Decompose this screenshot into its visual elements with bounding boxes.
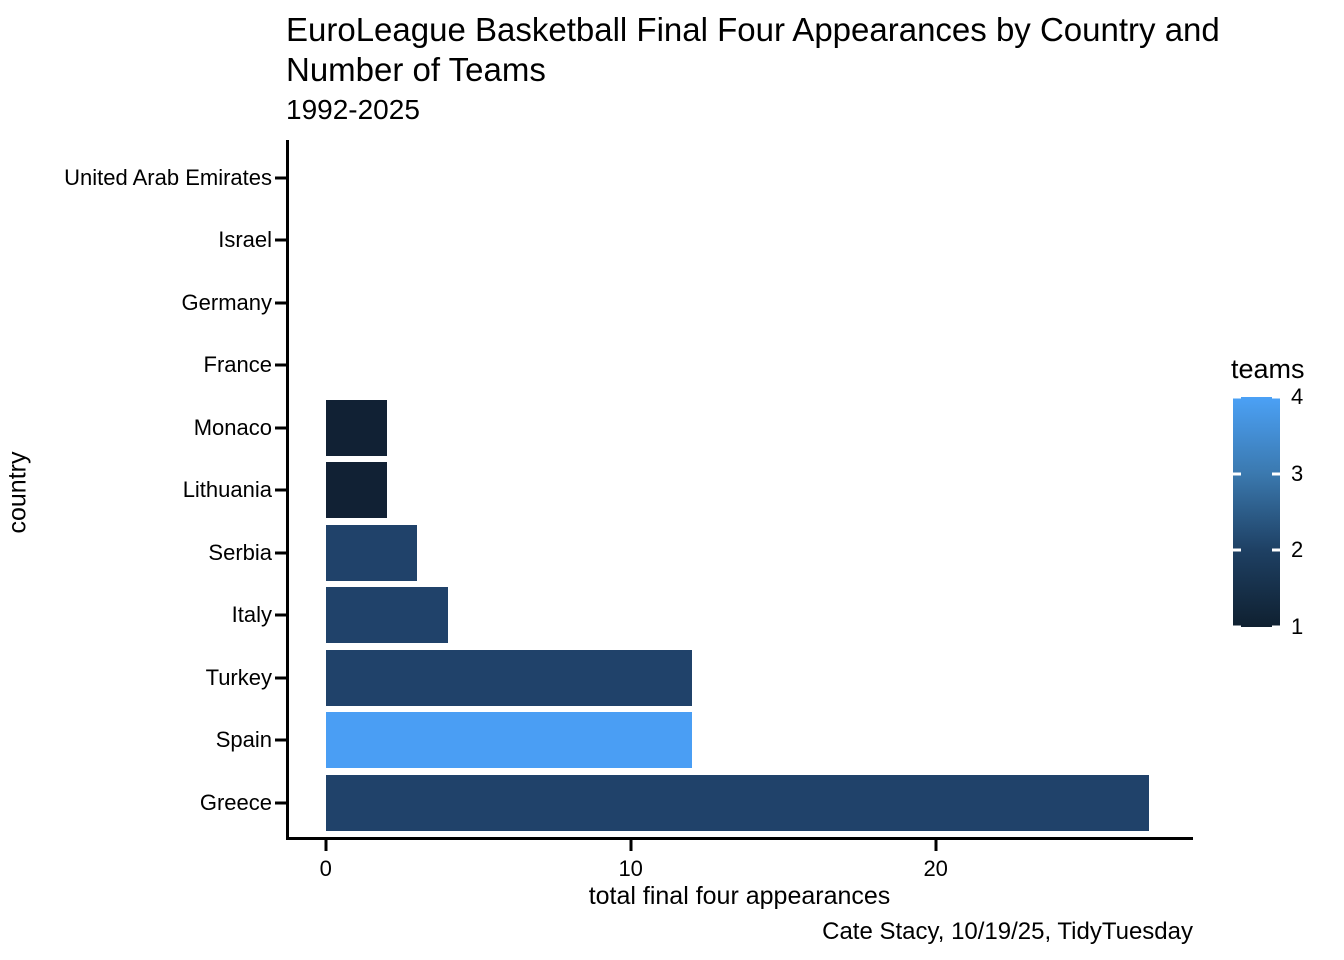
x-tick-label: 10 <box>618 856 643 881</box>
legend-tick-mark <box>1233 397 1241 399</box>
bar <box>325 462 387 518</box>
y-tick-label: Lithuania <box>182 477 272 502</box>
bar <box>325 649 692 706</box>
y-tick-label: Turkey <box>205 664 272 690</box>
legend-tick-mark <box>1272 625 1280 627</box>
y-tick-label: Italy <box>231 602 272 627</box>
legend-colorbar <box>1233 397 1280 627</box>
legend-tick-mark <box>1233 472 1241 476</box>
y-tick-label: Spain <box>215 727 272 752</box>
y-tick-label: France <box>203 352 272 377</box>
legend-tick-mark <box>1272 397 1280 399</box>
legend-tick-label: 3 <box>1291 460 1304 486</box>
y-tick-label: Germany <box>181 289 272 315</box>
y-tick-mark <box>275 238 286 242</box>
y-tick-label: Monaco <box>193 414 272 440</box>
chart-subtitle: 1992-2025 <box>286 94 420 125</box>
y-tick-mark <box>275 301 286 304</box>
y-tick-mark <box>275 363 286 367</box>
y-tick-mark <box>275 426 286 429</box>
x-axis-title: total final four appearances <box>588 882 891 910</box>
bar <box>325 774 1150 831</box>
bar <box>325 399 387 456</box>
y-tick-label: United Arab Emirates <box>64 164 272 190</box>
legend-tick-mark <box>1272 548 1280 552</box>
chart-caption: Cate Stacy, 10/19/25, TidyTuesday <box>822 918 1193 945</box>
legend-tick-mark <box>1272 472 1280 476</box>
y-tick-mark <box>275 738 286 742</box>
legend-tick-mark <box>1233 548 1241 552</box>
x-tick-label: 0 <box>319 856 332 881</box>
chart-title: EuroLeague Basketball Final Four Appeara… <box>286 11 1220 88</box>
legend-tick-label: 1 <box>1291 614 1304 639</box>
y-tick-label: Israel <box>218 227 272 252</box>
legend-tick-label: 4 <box>1291 384 1304 409</box>
x-tick-label: 20 <box>923 856 948 881</box>
y-tick-mark <box>275 488 286 492</box>
bar <box>325 524 418 581</box>
bar <box>325 712 692 768</box>
y-tick-mark <box>275 676 286 679</box>
y-tick-mark <box>275 551 286 554</box>
x-tick-mark <box>934 840 938 851</box>
x-tick-mark <box>324 840 328 851</box>
bar <box>325 587 448 643</box>
legend-tick-label: 2 <box>1291 537 1304 563</box>
legend-tick-mark <box>1233 625 1241 627</box>
y-tick-mark <box>275 801 286 804</box>
x-tick-mark <box>629 840 633 851</box>
y-tick-mark <box>275 176 286 179</box>
legend-title: teams <box>1231 354 1305 384</box>
y-tick-mark <box>275 613 286 617</box>
y-axis-title: country <box>3 451 32 534</box>
y-tick-label: Greece <box>199 789 272 815</box>
y-tick-label: Serbia <box>208 539 272 565</box>
plot-panel <box>286 140 1193 840</box>
